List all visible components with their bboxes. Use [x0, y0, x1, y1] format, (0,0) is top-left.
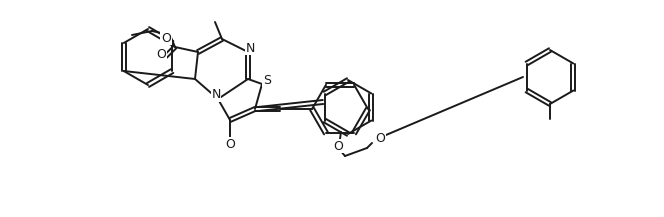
Text: O: O	[375, 132, 385, 145]
Text: O: O	[333, 140, 343, 153]
Text: O: O	[225, 138, 235, 151]
Text: O: O	[156, 48, 166, 61]
Text: O: O	[161, 31, 171, 44]
Text: N: N	[245, 41, 255, 54]
Text: N: N	[211, 89, 220, 102]
Text: S: S	[263, 74, 271, 87]
